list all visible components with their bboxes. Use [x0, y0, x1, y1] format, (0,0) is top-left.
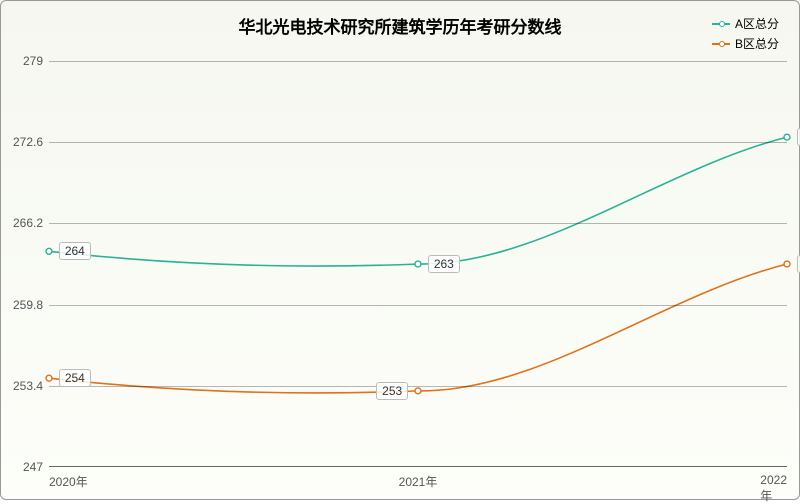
legend-label: A区总分 [735, 15, 779, 32]
data-point [784, 134, 790, 140]
series-line [49, 264, 787, 393]
grid-line [49, 61, 787, 62]
chart-container: 华北光电技术研究所建筑学历年考研分数线 A区总分B区总分 247253.4259… [0, 0, 800, 500]
y-tick-label: 272.6 [13, 135, 43, 149]
legend-item: A区总分 [712, 15, 779, 32]
x-axis-line [49, 466, 787, 467]
legend: A区总分 B区总分 [712, 15, 779, 55]
y-tick-label: 279 [23, 54, 43, 68]
value-label: 263 [428, 255, 460, 273]
value-label: 264 [59, 242, 91, 260]
grid-line [49, 386, 787, 387]
legend-label: B区总分 [735, 35, 779, 52]
data-point [46, 375, 52, 381]
value-label: 253 [376, 382, 408, 400]
grid-line [49, 142, 787, 143]
x-tick-label: 2020年 [49, 473, 88, 490]
x-tick-label: 2022年 [760, 473, 787, 504]
data-point [46, 248, 52, 254]
grid-line [49, 305, 787, 306]
y-tick-label: 253.4 [13, 379, 43, 393]
data-point [415, 388, 421, 394]
value-label: 254 [59, 369, 91, 387]
series-svg [49, 61, 787, 467]
legend-swatch [712, 43, 730, 45]
data-point [784, 261, 790, 267]
series-line [49, 137, 787, 266]
legend-item: B区总分 [712, 35, 779, 52]
data-point [415, 261, 421, 267]
plot-area: 247253.4259.8266.2272.62792020年2021年2022… [49, 61, 787, 467]
chart-title: 华北光电技术研究所建筑学历年考研分数线 [1, 13, 799, 38]
legend-swatch [712, 23, 730, 25]
y-tick-label: 266.2 [13, 216, 43, 230]
y-tick-label: 259.8 [13, 298, 43, 312]
grid-line [49, 223, 787, 224]
y-tick-label: 247 [23, 460, 43, 474]
x-tick-label: 2021年 [399, 473, 438, 490]
